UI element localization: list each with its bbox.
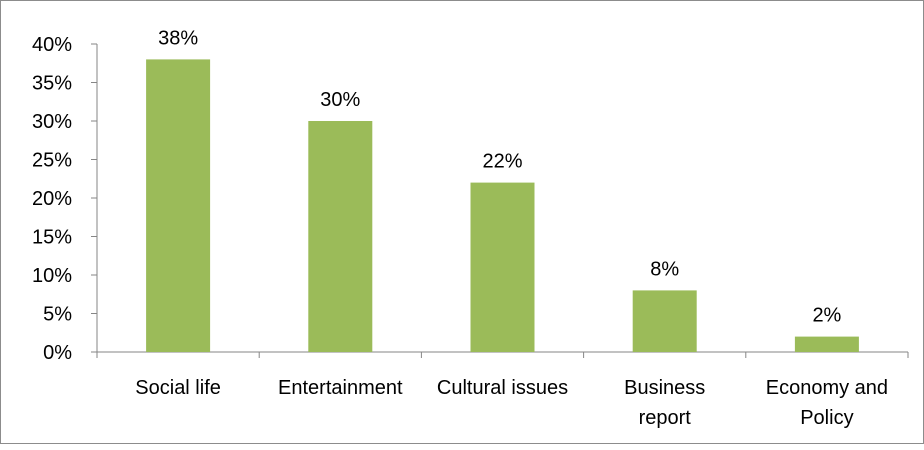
bar [632,290,697,352]
x-tick-label: Entertainment [278,377,403,399]
x-tick-label: Business [624,377,705,399]
data-label: 22% [482,151,522,173]
y-tick-label: 20% [32,188,72,210]
y-tick-label: 15% [32,227,72,249]
x-tick-label: Social life [135,377,221,399]
bar [470,182,535,352]
data-label: 2% [812,305,841,327]
bar [794,336,859,352]
data-label: 30% [320,89,360,111]
x-tick-label: Policy [800,407,853,429]
data-labels: 38% 30% 22% 8% 2% [158,27,841,326]
bars [146,59,859,353]
y-tick-label: 10% [32,265,72,287]
bar [146,59,211,353]
y-axis: 0% 5% 10% 15% 20% 25% 30% 35% 40% [32,34,98,364]
data-label: 38% [158,27,198,49]
bar [308,121,373,352]
x-tick-label: Economy and [766,377,888,399]
x-tick-label: Cultural issues [437,377,568,399]
y-tick-label: 25% [32,150,72,172]
y-tick-label: 0% [43,342,72,364]
x-axis: Social life Entertainment Cultural issues B… [96,351,909,429]
data-label: 8% [650,258,679,280]
x-tick-label: report [639,407,692,429]
y-tick-label: 35% [32,73,72,95]
y-tick-label: 40% [32,34,72,56]
y-tick-label: 5% [43,304,72,326]
y-tick-label: 30% [32,111,72,133]
